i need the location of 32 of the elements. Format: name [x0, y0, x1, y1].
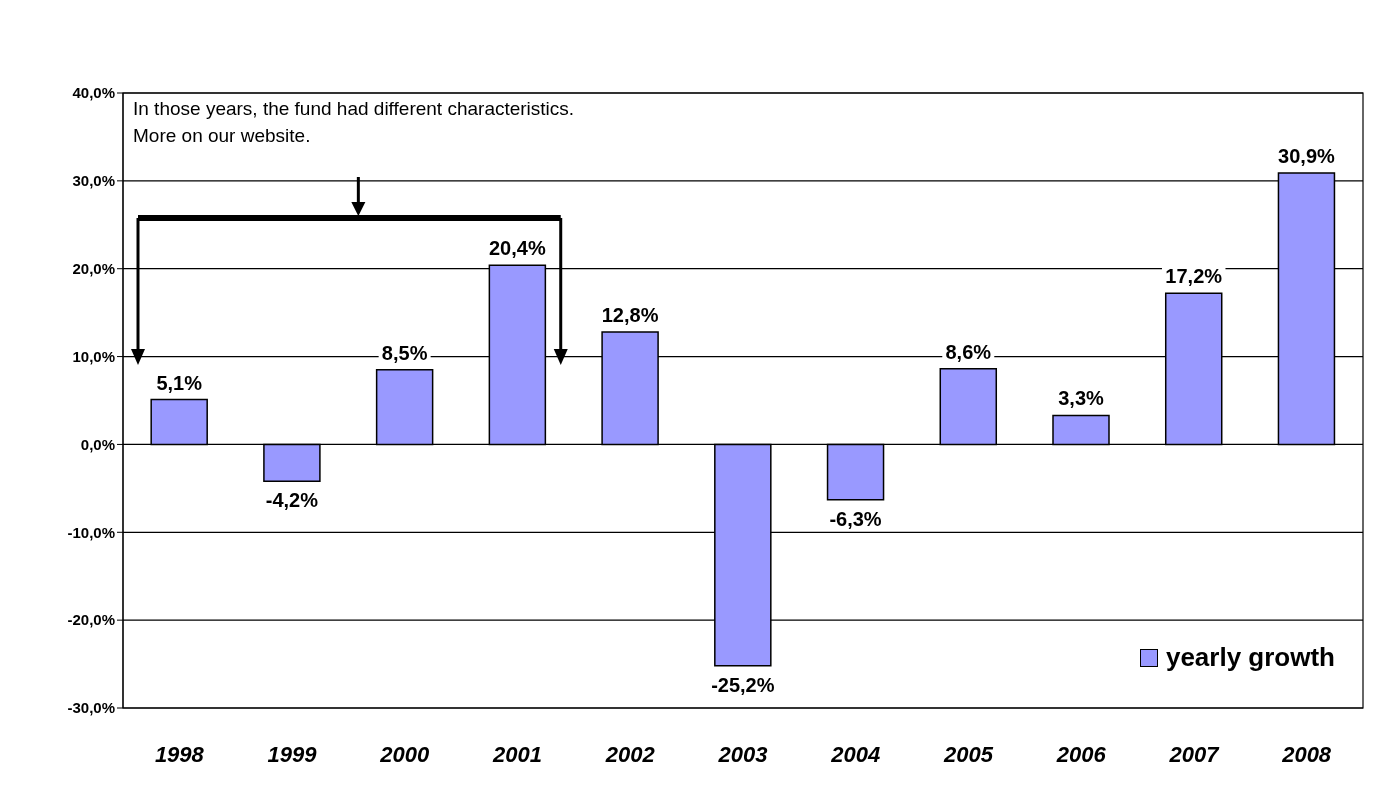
data-label: 20,4% — [489, 237, 546, 260]
data-label: 3,3% — [1058, 387, 1105, 410]
x-tick-label: 2001 — [492, 741, 543, 767]
y-tick-label: -20,0% — [67, 611, 115, 629]
data-label: -4,2% — [265, 489, 319, 512]
data-label: 30,9% — [1278, 144, 1336, 167]
x-tick-label: 2007 — [1168, 741, 1221, 767]
x-tick-label: 1998 — [154, 741, 205, 767]
x-tick-label: 2008 — [1281, 741, 1332, 767]
y-tick-label: 0,0% — [80, 435, 115, 453]
y-tick-label: 20,0% — [72, 260, 115, 278]
x-tick-label: 2005 — [942, 741, 994, 767]
data-label: -25,2% — [711, 673, 775, 696]
x-tick-label: 2006 — [1055, 741, 1107, 767]
y-tick-label: -30,0% — [67, 699, 115, 717]
x-tick-label: 1999 — [267, 741, 318, 767]
x-tick-label: 2000 — [379, 741, 431, 767]
annotation: In those years, the fund had different characteristics. More on our website. — [133, 97, 576, 148]
x-tick-label: 2002 — [604, 741, 656, 767]
data-label: 8,5% — [381, 341, 428, 364]
data-label: 17,2% — [1165, 265, 1223, 288]
legend-label: yearly growth — [1165, 642, 1335, 673]
y-tick-label: 40,0% — [72, 84, 115, 102]
x-tick-label: 2004 — [830, 741, 881, 767]
x-tick-label: 2003 — [717, 741, 768, 767]
data-label: 8,6% — [945, 340, 992, 363]
data-label: -6,3% — [829, 507, 882, 530]
data-label: 5,1% — [156, 371, 203, 394]
y-tick-label: 30,0% — [72, 172, 115, 190]
y-tick-label: -10,0% — [67, 523, 115, 541]
y-tick-label: 10,0% — [72, 347, 115, 365]
data-label: 12,8% — [601, 303, 659, 326]
